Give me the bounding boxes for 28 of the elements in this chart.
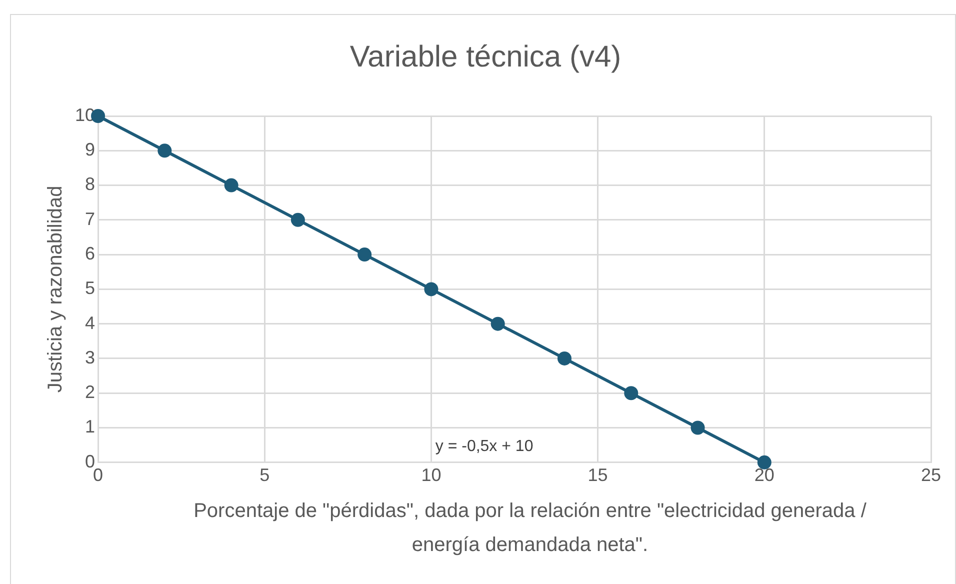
x-tick-label: 25 (920, 465, 942, 486)
y-tick-label: 8 (85, 174, 96, 194)
point (158, 144, 172, 158)
point (290, 212, 305, 227)
y-tick-label: 5 (85, 278, 96, 298)
point (424, 282, 438, 296)
point (490, 316, 505, 331)
point (624, 386, 638, 400)
y-tick-label: 7 (85, 208, 96, 229)
x-tick-label: 20 (754, 465, 774, 486)
y-tick-label: 4 (85, 312, 96, 333)
chart-title: Variable técnica (v4) (350, 40, 622, 74)
x-tick-label: 5 (260, 465, 270, 486)
x-axis-title: Porcentaje de "pérdidas", dada por la relación entre "electricidad generada / energía demandada neta". (192, 499, 868, 558)
point (557, 351, 572, 366)
point (224, 178, 238, 192)
y-axis-title: Justicia y razonabilidad (44, 186, 67, 393)
y-tick-label: 9 (85, 140, 96, 160)
point (358, 248, 372, 262)
annotation: y = -0,5x + 10 (435, 438, 534, 455)
x-tick-label: 10 (421, 465, 442, 486)
y-tick-label: 0 (85, 451, 96, 472)
y-tick-label: 2 (85, 382, 96, 402)
y-tick-label: 6 (85, 244, 96, 264)
point (690, 420, 705, 435)
y-tick-label: 3 (85, 347, 96, 368)
y-tick-label: 1 (85, 416, 96, 437)
x-tick-label: 15 (588, 465, 608, 486)
